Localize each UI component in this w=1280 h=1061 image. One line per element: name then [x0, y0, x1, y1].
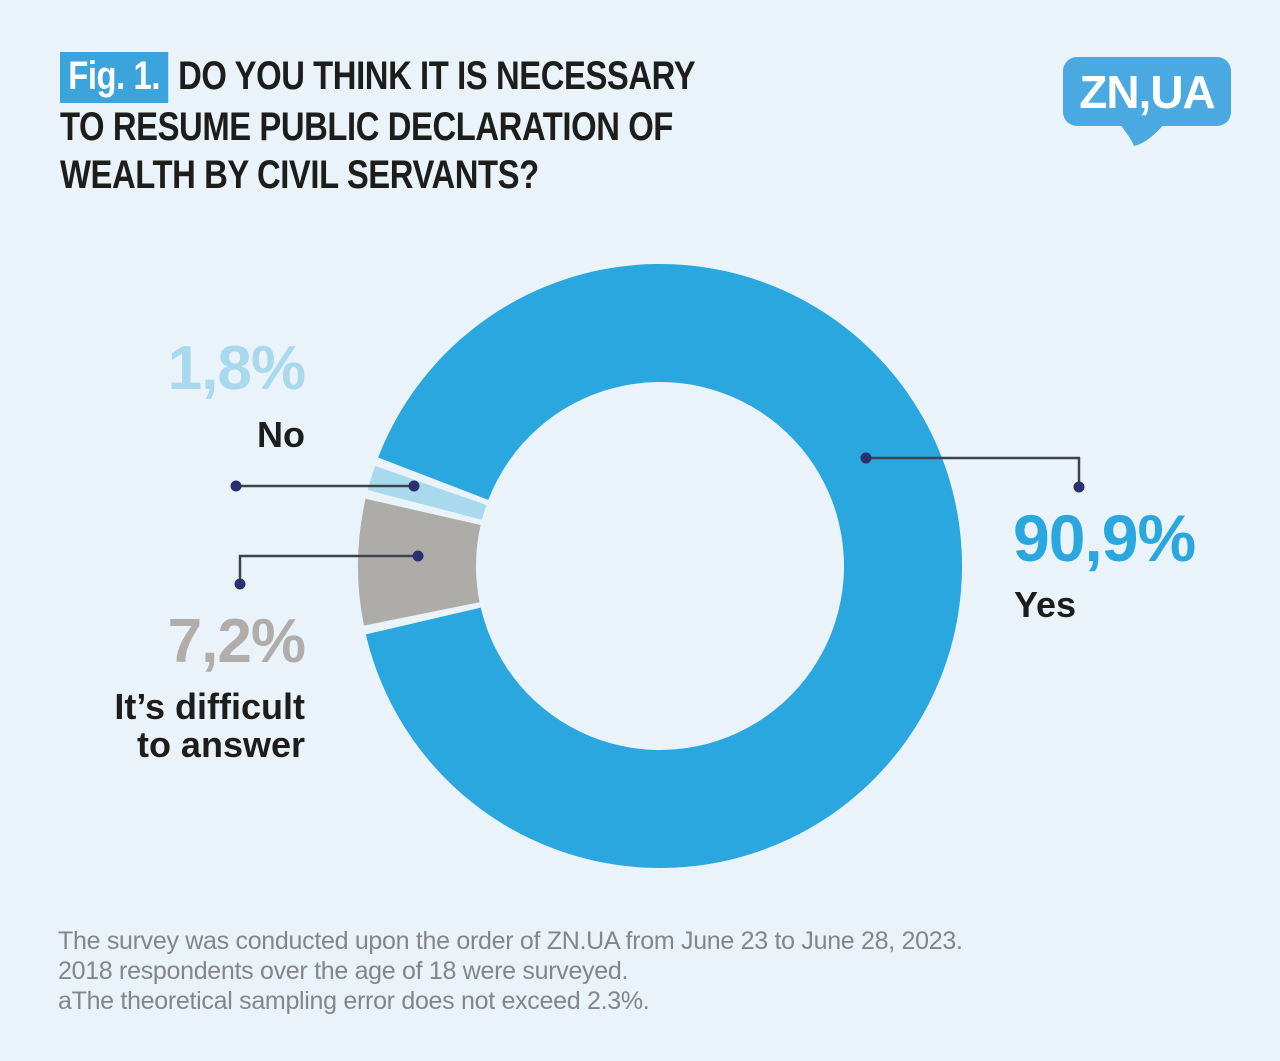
title-line-2: TO RESUME PUBLIC DECLARATION OF: [60, 105, 673, 149]
no-percentage: 1,8%: [167, 334, 306, 403]
title-line-1: DO YOU THINK IT IS NECESSARY: [178, 54, 696, 98]
figure-title: Fig. 1. DO YOU THINK IT IS NECESSARY TO R…: [60, 52, 962, 199]
footnote-line-2: 2018 respondents over the age of 18 were…: [58, 957, 629, 985]
difficult-label: It’s difficult to answer: [114, 686, 305, 765]
leader-dot-no-slice: [408, 480, 420, 492]
footnote-line-1: The survey was conducted upon the order …: [58, 927, 963, 955]
donut-chart: [358, 263, 963, 868]
title-line-3: WEALTH BY CIVIL SERVANTS?: [60, 153, 539, 197]
leader-dot-yes-label: [1073, 481, 1085, 493]
leader-lines: [230, 452, 1085, 590]
znua-logo-tail: [1120, 124, 1164, 146]
no-label: No: [257, 414, 305, 455]
difficult-percentage: 7,2%: [167, 607, 306, 676]
leader-dot-yes-slice: [860, 452, 872, 464]
leader-dot-difficult-label: [234, 578, 246, 590]
footnote-line-3: aThe theoretical sampling error does not…: [58, 987, 650, 1015]
leader-dot-difficult-slice: [412, 550, 424, 562]
leader-line-difficult: [238, 554, 418, 584]
donut-slice-no: [367, 465, 487, 520]
leader-line-yes: [866, 456, 1081, 487]
znua-logo-text: ZN,UA: [1079, 65, 1216, 118]
survey-footnote: The survey was conducted upon the order …: [58, 926, 963, 1016]
figure-badge: Fig. 1.: [60, 52, 169, 103]
yes-label: Yes: [1014, 584, 1077, 625]
znua-logo: ZN,UA: [1063, 57, 1231, 126]
donut-slice-yes: [365, 263, 963, 868]
leader-dot-no-label: [230, 480, 242, 492]
yes-percentage: 90,9%: [1013, 501, 1196, 575]
donut-slice-it-s-difficult-to-answer: [358, 498, 481, 626]
